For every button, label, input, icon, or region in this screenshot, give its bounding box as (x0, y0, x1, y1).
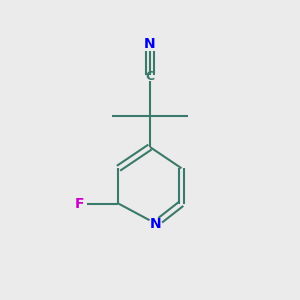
Text: F: F (75, 196, 84, 211)
Text: N: N (150, 217, 162, 231)
Text: N: N (144, 37, 156, 51)
Text: C: C (146, 70, 154, 83)
